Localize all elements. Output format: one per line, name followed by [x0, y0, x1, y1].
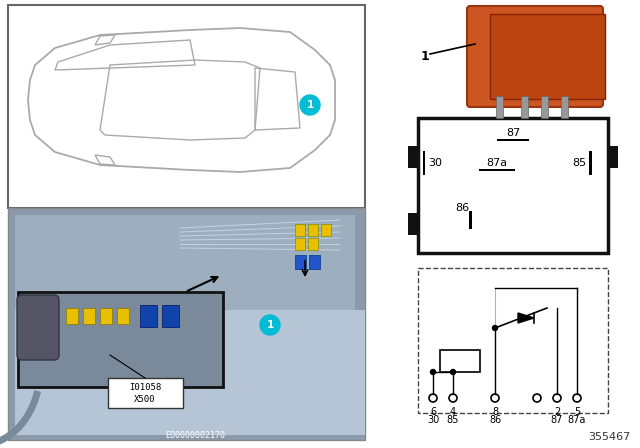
Text: 2: 2 [554, 407, 560, 417]
Bar [117, 308, 129, 324]
Bar [140, 305, 157, 327]
Text: 355467: 355467 [588, 432, 630, 442]
Bar [308, 238, 318, 250]
Bar [295, 238, 305, 250]
Text: 30: 30 [427, 415, 439, 425]
Text: 87: 87 [506, 128, 520, 138]
Bar [18, 292, 223, 387]
Text: 1: 1 [266, 320, 274, 331]
Bar [541, 96, 548, 118]
Text: 5: 5 [574, 407, 580, 417]
Bar [8, 208, 365, 440]
Bar [295, 224, 305, 236]
Bar [418, 268, 608, 413]
Bar [100, 308, 112, 324]
Bar [15, 215, 355, 425]
Bar [408, 213, 418, 235]
Text: I01058: I01058 [129, 383, 161, 392]
Bar [479, 169, 515, 172]
Bar [422, 151, 425, 175]
Bar [521, 96, 528, 118]
Text: 85: 85 [572, 158, 586, 168]
Text: 6: 6 [430, 407, 436, 417]
Bar [295, 255, 306, 269]
Text: 87a: 87a [568, 415, 586, 425]
Bar [15, 310, 365, 435]
Bar [66, 308, 78, 324]
Text: 8: 8 [492, 407, 498, 417]
Bar [308, 224, 318, 236]
Bar [561, 96, 568, 118]
Polygon shape [490, 14, 605, 99]
Bar [497, 139, 529, 142]
Text: 1: 1 [307, 100, 314, 111]
Text: 1: 1 [420, 49, 429, 63]
Bar [83, 308, 95, 324]
FancyBboxPatch shape [467, 6, 603, 107]
Text: EO0000002170: EO0000002170 [165, 431, 225, 440]
Bar [469, 211, 472, 229]
Polygon shape [518, 313, 534, 323]
Circle shape [260, 315, 280, 335]
Text: 87: 87 [551, 415, 563, 425]
Bar [608, 146, 618, 168]
Circle shape [300, 95, 320, 115]
Circle shape [493, 326, 497, 331]
Bar [162, 305, 179, 327]
Text: 86: 86 [455, 203, 469, 213]
Bar [440, 350, 480, 372]
Bar [418, 118, 608, 253]
Bar [321, 224, 331, 236]
Text: 30: 30 [428, 158, 442, 168]
Bar [8, 5, 365, 208]
Bar [496, 96, 503, 118]
Circle shape [431, 370, 435, 375]
Text: 86: 86 [489, 415, 501, 425]
Text: 4: 4 [450, 407, 456, 417]
Text: 85: 85 [447, 415, 459, 425]
Circle shape [451, 370, 456, 375]
Bar [309, 255, 320, 269]
Text: 87a: 87a [486, 158, 508, 168]
FancyBboxPatch shape [17, 295, 59, 360]
Bar [408, 146, 418, 168]
Text: X500: X500 [134, 395, 156, 404]
Bar [108, 378, 183, 408]
Bar [589, 151, 591, 175]
